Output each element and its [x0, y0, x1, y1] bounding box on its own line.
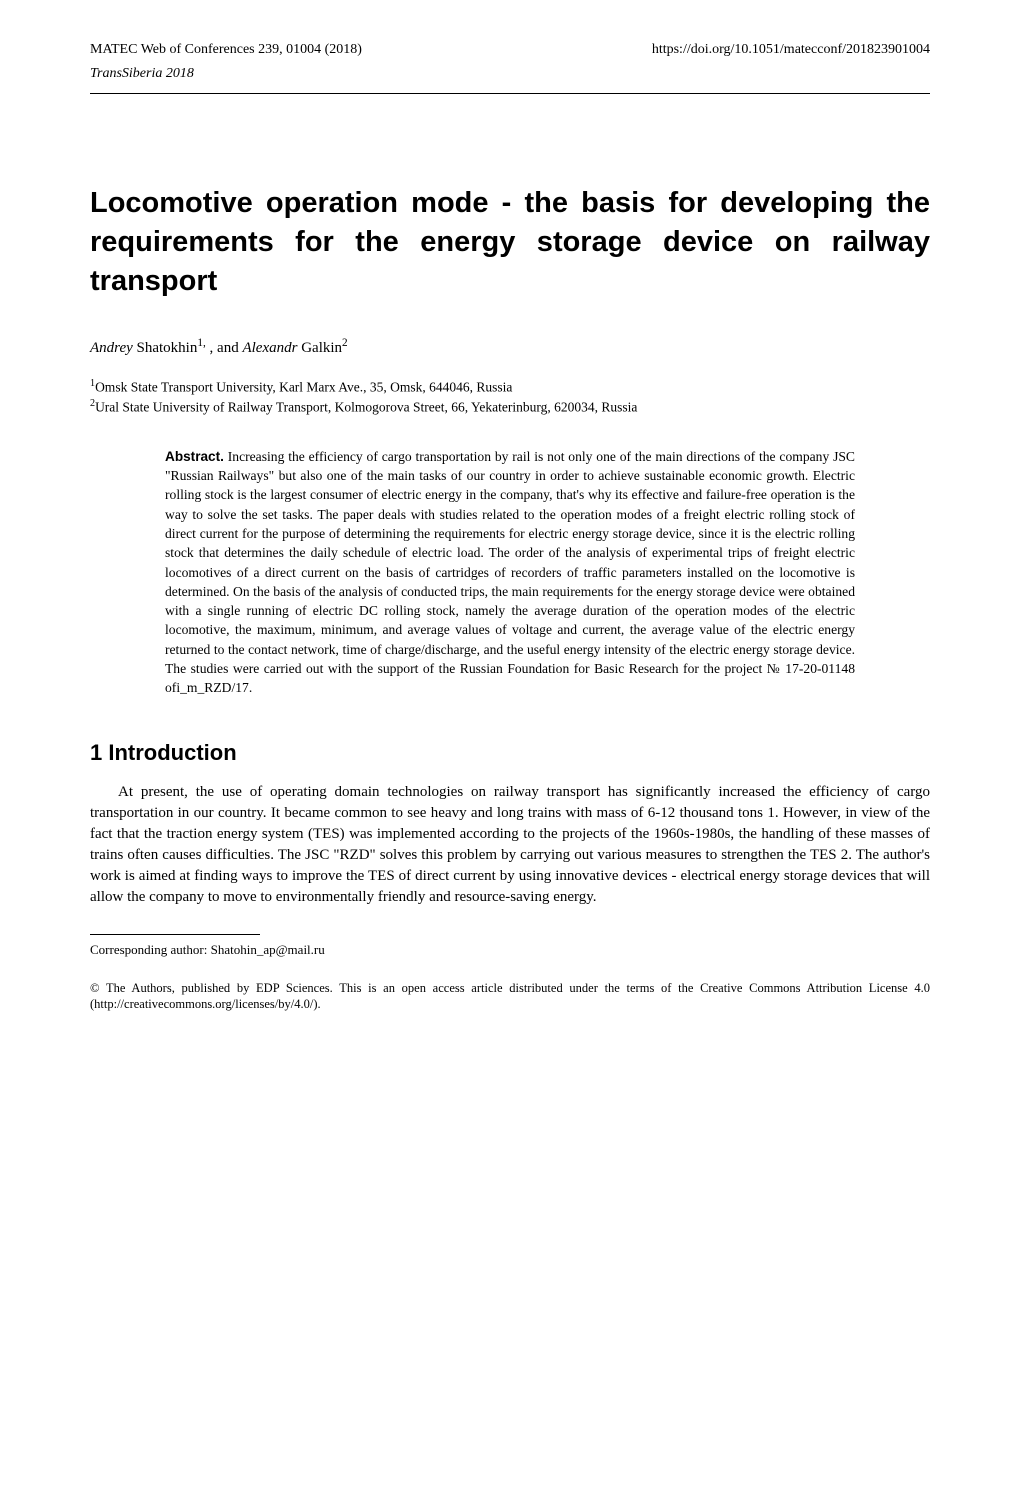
author-separator: , and	[206, 340, 243, 356]
author-lastname: Shatokhin	[133, 340, 198, 356]
corresponding-author-footnote: Corresponding author: Shatohin_ap@mail.r…	[90, 941, 930, 959]
author-firstname: Andrey	[90, 340, 133, 356]
author-affil-sup: 1,	[197, 337, 205, 349]
affil-text: Omsk State Transport University, Karl Ma…	[95, 379, 512, 394]
authors-line: Andrey Shatokhin1, , and Alexandr Galkin…	[90, 336, 930, 359]
body-paragraph: At present, the use of operating domain …	[90, 782, 930, 908]
abstract-label: Abstract.	[165, 449, 224, 464]
author-affil-sup: 2	[342, 337, 348, 349]
author-firstname: Alexandr	[242, 340, 297, 356]
affil-text: Ural State University of Railway Transpo…	[95, 399, 637, 414]
abstract-text: Increasing the efficiency of cargo trans…	[165, 449, 855, 696]
conference-name: TransSiberia 2018	[90, 64, 930, 84]
footnote-divider	[90, 934, 260, 935]
affiliation-line: 1Omsk State Transport University, Karl M…	[90, 377, 930, 397]
license-notice: © The Authors, published by EDP Sciences…	[90, 980, 930, 1014]
conference-ref: MATEC Web of Conferences 239, 01004 (201…	[90, 40, 362, 60]
author-lastname: Galkin	[297, 340, 342, 356]
paper-title: Locomotive operation mode - the basis fo…	[90, 184, 930, 301]
section-heading: 1 Introduction	[90, 738, 930, 769]
footnote-text: Corresponding author: Shatohin_ap@mail.r…	[90, 942, 325, 957]
abstract-block: Abstract. Increasing the efficiency of c…	[165, 447, 855, 698]
affiliations: 1Omsk State Transport University, Karl M…	[90, 377, 930, 417]
header-divider	[90, 93, 930, 94]
citation-ref: 1	[767, 805, 775, 821]
page-header: MATEC Web of Conferences 239, 01004 (201…	[90, 40, 930, 60]
affiliation-line: 2Ural State University of Railway Transp…	[90, 397, 930, 417]
doi-link[interactable]: https://doi.org/10.1051/matecconf/201823…	[652, 40, 930, 60]
